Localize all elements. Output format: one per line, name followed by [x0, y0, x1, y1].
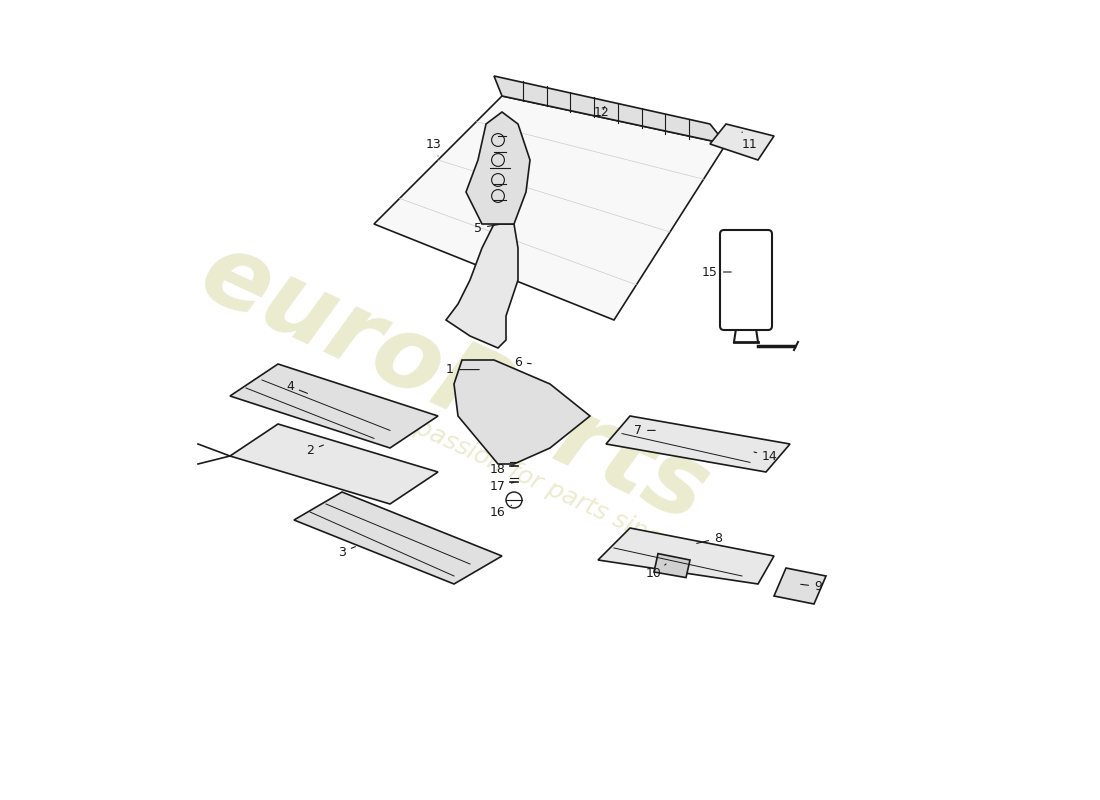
- Polygon shape: [454, 360, 590, 464]
- Polygon shape: [446, 224, 518, 348]
- Text: 11: 11: [742, 132, 758, 150]
- Text: 9: 9: [801, 580, 822, 593]
- FancyBboxPatch shape: [720, 230, 772, 330]
- Text: 17: 17: [491, 480, 514, 493]
- Polygon shape: [654, 554, 690, 578]
- Text: 16: 16: [491, 506, 512, 518]
- Text: 5: 5: [474, 222, 499, 234]
- Polygon shape: [374, 96, 726, 320]
- Polygon shape: [230, 364, 438, 448]
- Polygon shape: [230, 424, 438, 504]
- Text: 15: 15: [702, 266, 732, 278]
- Text: 18: 18: [491, 463, 514, 476]
- Text: 10: 10: [646, 564, 666, 580]
- Text: 1: 1: [447, 363, 480, 376]
- Text: 2: 2: [306, 444, 323, 457]
- Text: 4: 4: [286, 380, 307, 394]
- Text: 13: 13: [426, 138, 442, 156]
- Text: 6: 6: [514, 356, 531, 369]
- Text: euroParts: euroParts: [185, 224, 723, 544]
- Polygon shape: [606, 416, 790, 472]
- Polygon shape: [294, 492, 502, 584]
- Polygon shape: [598, 528, 774, 584]
- Text: 7: 7: [634, 424, 656, 437]
- Polygon shape: [774, 568, 826, 604]
- Text: a passion for parts since 1985: a passion for parts since 1985: [389, 406, 742, 586]
- Text: 3: 3: [338, 546, 355, 558]
- Polygon shape: [466, 112, 530, 224]
- Text: 14: 14: [754, 450, 778, 462]
- Text: 12: 12: [594, 106, 609, 118]
- Polygon shape: [494, 76, 726, 144]
- Polygon shape: [710, 124, 774, 160]
- Text: 8: 8: [696, 532, 722, 545]
